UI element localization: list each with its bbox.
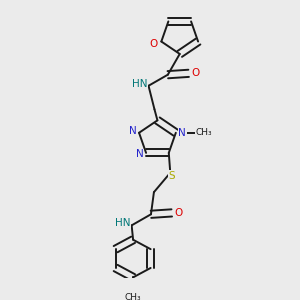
Text: N: N <box>178 128 186 138</box>
Text: O: O <box>150 39 158 49</box>
Text: CH₃: CH₃ <box>125 293 141 300</box>
Text: O: O <box>191 68 199 78</box>
Text: N: N <box>136 149 143 159</box>
Text: HN: HN <box>115 218 130 228</box>
Text: HN: HN <box>131 79 147 88</box>
Text: N: N <box>129 126 136 136</box>
Text: O: O <box>174 208 182 218</box>
Text: S: S <box>168 171 175 181</box>
Text: CH₃: CH₃ <box>196 128 212 137</box>
